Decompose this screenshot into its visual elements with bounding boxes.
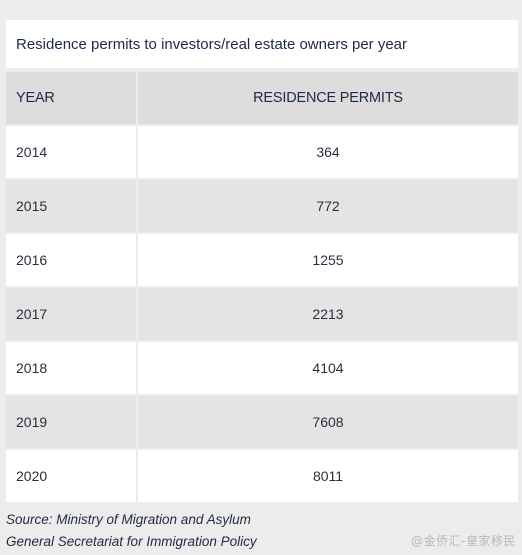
source-line-2: General Secretariat for Immigration Poli…: [6, 534, 257, 549]
year-cell: 2020: [6, 448, 138, 502]
table-row: 2015 772: [6, 178, 518, 232]
permits-cell: 8011: [138, 448, 518, 502]
year-cell: 2014: [6, 124, 138, 178]
column-header-permits: RESIDENCE PERMITS: [138, 72, 518, 124]
permits-cell: 1255: [138, 232, 518, 286]
year-cell: 2019: [6, 394, 138, 448]
permits-cell: 4104: [138, 340, 518, 394]
year-cell: 2017: [6, 286, 138, 340]
table-title: Residence permits to investors/real esta…: [6, 20, 518, 72]
permits-cell: 364: [138, 124, 518, 178]
table-row: 2020 8011: [6, 448, 518, 502]
watermark: @金侨汇-皇家移民: [411, 534, 516, 548]
source-note: Source: Ministry of Migration and Asylum…: [6, 509, 257, 553]
table-row: 2018 4104: [6, 340, 518, 394]
year-cell: 2015: [6, 178, 138, 232]
source-line-1: Source: Ministry of Migration and Asylum: [6, 512, 251, 527]
year-cell: 2018: [6, 340, 138, 394]
table-row: 2016 1255: [6, 232, 518, 286]
table-row: 2017 2213: [6, 286, 518, 340]
table-row: 2019 7608: [6, 394, 518, 448]
permits-table: YEAR RESIDENCE PERMITS 2014 364 2015 772…: [6, 72, 518, 502]
permits-cell: 772: [138, 178, 518, 232]
column-header-year: YEAR: [6, 72, 138, 124]
permits-table-card: Residence permits to investors/real esta…: [6, 20, 518, 502]
permits-cell: 2213: [138, 286, 518, 340]
permits-cell: 7608: [138, 394, 518, 448]
table-header-row: YEAR RESIDENCE PERMITS: [6, 72, 518, 124]
table-row: 2014 364: [6, 124, 518, 178]
year-cell: 2016: [6, 232, 138, 286]
